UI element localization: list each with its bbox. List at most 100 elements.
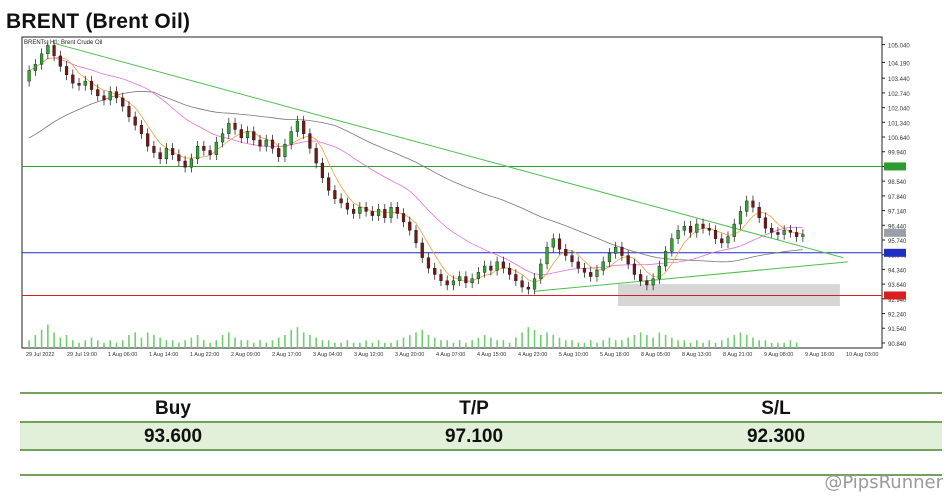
y-tick-label: 102.040 [888, 107, 910, 113]
volume-bar [490, 337, 492, 348]
candle-body [651, 278, 655, 286]
candle-body [302, 120, 306, 134]
y-tick-label: 103.440 [888, 77, 910, 83]
candle-body [776, 232, 780, 235]
volume-bar [764, 340, 767, 348]
candle-body [495, 261, 499, 271]
volume-bar [65, 335, 68, 348]
volume-bar [689, 342, 692, 348]
y-tick-label: 101.340 [888, 121, 910, 127]
candle-body [320, 162, 324, 178]
candle-body [601, 261, 605, 271]
volume-bar [265, 342, 268, 348]
buy-header: Buy [155, 398, 191, 419]
volume-bar [284, 335, 286, 348]
candle-body [551, 238, 555, 248]
volume-bar [402, 337, 405, 348]
volume-bar [733, 335, 736, 348]
volume-bar [277, 337, 280, 348]
uptrend-line [534, 261, 848, 292]
tp-header: T/P [459, 398, 489, 419]
candle-body [146, 133, 150, 147]
volume-bar [140, 337, 143, 348]
volume-bar [228, 332, 230, 348]
candle-body [270, 139, 275, 149]
volume-bar [315, 337, 317, 348]
y-tick-label: 96.440 [888, 224, 907, 230]
candle-body [277, 148, 281, 157]
volume-bar [290, 329, 292, 348]
candle-body [439, 274, 443, 281]
candle-body [108, 91, 112, 101]
volume-bar [115, 342, 118, 348]
volume-bar [209, 342, 211, 348]
volume-bar [365, 340, 367, 348]
volume-bar [720, 340, 723, 348]
candle-body [557, 238, 562, 250]
candle-body [757, 207, 761, 218]
volume-bar [496, 340, 498, 348]
candle-body [476, 272, 480, 279]
x-tick-label: 8 Aug 13:00 [682, 352, 711, 358]
candle-body [164, 148, 168, 160]
volume-bar [53, 332, 55, 348]
volume-bar [596, 342, 598, 348]
candle-body [664, 251, 668, 267]
candle-body [688, 225, 693, 233]
sma-fast-line [28, 56, 803, 283]
volume-bar [758, 340, 760, 348]
candle-body [227, 122, 231, 134]
candle-body [245, 131, 250, 139]
candle-body [195, 146, 200, 160]
candle-body [420, 242, 424, 258]
candle-body [751, 200, 755, 208]
y-tick-label: 97.840 [888, 195, 907, 201]
volume-bar [795, 342, 798, 348]
candle-body [408, 221, 412, 231]
volume-bar [309, 335, 311, 348]
table-values-rule [20, 449, 942, 451]
candle-body [682, 225, 686, 231]
candle-body [183, 160, 187, 168]
candle-body [102, 95, 106, 101]
price-chart: 105.040 104.190 103.440 102.740 102.040 101.3… [20, 35, 942, 359]
candle-body [470, 278, 474, 284]
volume-bar [234, 337, 236, 348]
x-tick-label: 1 Aug 14:00 [149, 352, 178, 358]
candle-body [738, 211, 743, 225]
y-tick-label: 105.040 [888, 44, 910, 50]
volume-bar [334, 342, 336, 348]
volume-bar [346, 340, 349, 348]
candle-body [121, 97, 125, 107]
table-mid-rule [20, 421, 942, 423]
y-tick-label: 100.640 [888, 136, 910, 142]
volume-bar [708, 340, 711, 348]
volume-bar [558, 337, 561, 348]
candle-body [114, 91, 119, 99]
volume-bar [153, 335, 155, 348]
volume-bar [359, 342, 361, 348]
volume-bar [452, 342, 455, 348]
candle-body [445, 280, 449, 286]
volume-bar [159, 337, 161, 348]
downtrend-line [53, 42, 844, 259]
symbol-label: BRENTs, H1: Brent Crude Oil [24, 40, 102, 46]
candle-body [720, 238, 724, 244]
volume-bar [47, 324, 49, 348]
candle-body [414, 230, 418, 244]
candle-body [570, 255, 574, 263]
candle-body [58, 55, 62, 67]
volume-bar [196, 335, 199, 348]
volume-bar [515, 337, 517, 348]
candle-body [308, 133, 312, 149]
x-tick-label: 4 Aug 15:00 [477, 352, 506, 358]
volume-bar [415, 332, 417, 348]
table-top-rule [20, 392, 942, 394]
volume-bar [483, 335, 486, 348]
candle-body [40, 53, 44, 65]
volume-bar [252, 342, 255, 348]
candle-body [258, 139, 262, 147]
volume-bar [646, 335, 648, 348]
candle-body [589, 272, 593, 277]
x-tick-label: 2 Aug 17:00 [272, 352, 301, 358]
